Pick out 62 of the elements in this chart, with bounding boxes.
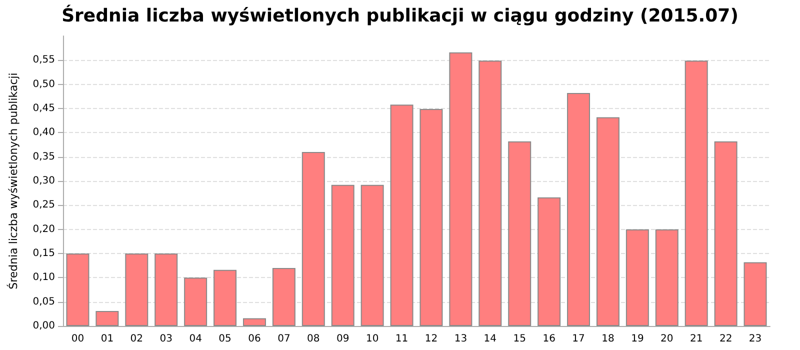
x-tick-label: 07 — [278, 334, 290, 344]
x-tick-label: 21 — [690, 334, 703, 344]
bar — [331, 184, 354, 326]
x-tick-label: 10 — [366, 334, 379, 344]
bar — [390, 104, 414, 326]
x-tick-label: 08 — [307, 334, 320, 344]
x-tick-label: 23 — [748, 334, 762, 344]
y-tick-label: 0,00 — [32, 320, 55, 332]
y-tick-label: 0,15 — [32, 248, 55, 259]
y-tick-label: 0,20 — [32, 224, 55, 235]
y-tick-label: 0,05 — [32, 296, 55, 308]
bar — [66, 254, 90, 326]
y-tick-label: 0,35 — [32, 151, 55, 162]
y-tick-label: 0,55 — [32, 54, 55, 66]
bar — [360, 184, 384, 326]
bar — [420, 108, 443, 326]
bar — [626, 229, 649, 326]
x-tick-label: 04 — [189, 334, 202, 344]
bar — [302, 152, 325, 326]
chart-title: Średnia liczba wyświetlonych publikacji w ciągu godziny (2015.07) — [62, 4, 738, 26]
x-tick-label: 19 — [631, 334, 644, 344]
x-tick-label: 06 — [248, 334, 261, 344]
y-tick-label: 0,10 — [32, 272, 55, 284]
y-tick-label: 0,30 — [32, 176, 55, 186]
x-tick-label: 17 — [572, 334, 585, 344]
y-tick-label: 0,40 — [32, 127, 55, 138]
x-tick-label: 12 — [424, 334, 438, 344]
y-tick-label: 0,45 — [32, 103, 55, 114]
bar — [684, 60, 708, 326]
y-tick-label: 0,50 — [32, 78, 55, 90]
bar — [538, 197, 561, 326]
bar — [272, 268, 296, 326]
y-axis-title: Średnia liczba wyświetlonych publikacji — [6, 72, 20, 290]
bar — [125, 254, 148, 326]
x-tick-label: 16 — [542, 334, 556, 344]
x-tick-label: 14 — [484, 334, 497, 344]
x-tick-label: 05 — [218, 334, 232, 344]
x-tick-label: 15 — [513, 334, 526, 344]
bar — [449, 52, 472, 326]
bar — [567, 93, 590, 326]
x-tick-label: 09 — [336, 334, 350, 344]
bar — [744, 262, 767, 326]
bar — [184, 278, 208, 326]
y-tick-label: 0,25 — [32, 200, 55, 211]
bar — [154, 254, 178, 326]
bar — [508, 141, 532, 326]
bar — [96, 311, 119, 326]
x-tick-label: 11 — [395, 334, 408, 344]
x-tick-label: 01 — [100, 334, 114, 344]
x-tick-label: 18 — [602, 334, 614, 344]
x-tick-label: 13 — [454, 334, 468, 344]
x-tick-label: 22 — [719, 334, 732, 344]
x-tick-label: 20 — [660, 334, 674, 344]
bar — [242, 318, 266, 326]
x-tick-label: 02 — [130, 334, 144, 344]
bar — [214, 270, 237, 326]
bar — [478, 60, 502, 326]
bar — [714, 141, 738, 326]
bar — [655, 229, 678, 326]
bar — [596, 117, 620, 326]
x-tick-label: 00 — [71, 334, 84, 344]
x-tick-label: 03 — [160, 334, 172, 344]
